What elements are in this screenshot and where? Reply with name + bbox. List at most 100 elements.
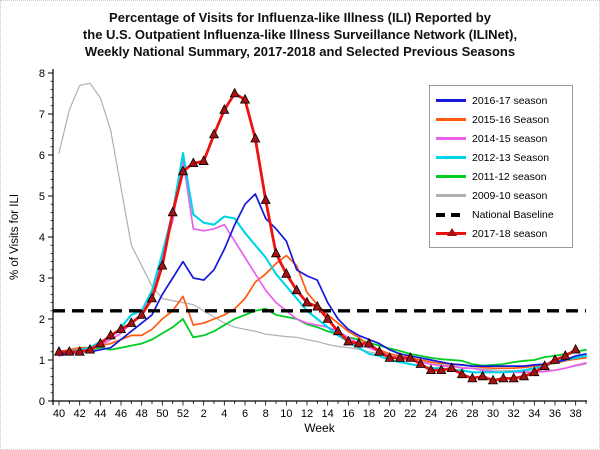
x-tick-label: 8 (263, 408, 269, 420)
triangle-marker (146, 292, 158, 303)
triangle-marker (291, 284, 302, 295)
triangle-marker (446, 362, 457, 372)
triangle-marker (405, 352, 416, 362)
triangle-marker (549, 354, 561, 364)
legend-label-2009-10: 2009-10 season (472, 189, 548, 202)
triangle-marker (529, 366, 540, 377)
legend-label-national-baseline: National Baseline (472, 208, 554, 221)
triangle-marker (332, 325, 344, 336)
triangle-marker (239, 93, 251, 104)
chart-title-line-3: Weekly National Summary, 2017-2018 and S… (84, 44, 516, 59)
triangle-marker-icon (447, 228, 457, 236)
triangle-marker (363, 337, 375, 348)
triangle-marker (477, 370, 488, 381)
triangle-marker (560, 350, 571, 360)
x-tick-label: 30 (487, 408, 499, 420)
x-tick-label: 50 (156, 408, 168, 420)
y-tick-label: 2 (39, 314, 45, 326)
triangle-marker (312, 300, 323, 311)
legend-sample-2009-10 (436, 194, 466, 197)
triangle-marker (467, 372, 478, 383)
triangle-marker (281, 268, 292, 278)
chart-title-line-1: Percentage of Visits for Influenza-like … (109, 10, 491, 25)
x-tick-label: 36 (549, 408, 561, 420)
legend-label-2017-18: 2017-18 season (472, 227, 548, 240)
triangle-marker (353, 337, 364, 348)
triangle-marker (198, 155, 209, 165)
legend-label-2011-12: 2011-12 season (472, 170, 547, 183)
legend-item-2012-13: 2012-13 Season (436, 148, 566, 167)
legend-sample-2011-12 (436, 175, 466, 178)
chart-title-line-2: the U.S. Outpatient Influenza-like Illne… (82, 27, 518, 42)
x-tick-label: 14 (322, 408, 334, 420)
triangle-marker (126, 317, 137, 327)
legend-label-2012-13: 2012-13 Season (472, 151, 550, 164)
triangle-marker (301, 296, 313, 307)
triangle-marker (487, 374, 499, 385)
y-tick-label: 5 (39, 191, 45, 203)
triangle-marker (84, 343, 96, 354)
triangle-marker (74, 345, 85, 356)
triangle-marker (105, 329, 116, 340)
legend-sample-national-baseline (436, 212, 466, 217)
triangle-marker (539, 360, 550, 370)
legend: 2016-17 season 2015-16 Season 2014-15 se… (429, 85, 573, 248)
triangle-marker (394, 352, 406, 362)
y-tick-label: 7 (39, 109, 45, 121)
triangle-marker (53, 345, 65, 356)
legend-label-2014-15: 2014-15 season (472, 132, 548, 145)
x-tick-label: 6 (242, 408, 248, 420)
triangle-marker (219, 104, 230, 114)
legend-item-2014-15: 2014-15 season (436, 129, 566, 148)
triangle-marker (518, 370, 530, 381)
x-tick-label: 16 (342, 408, 354, 420)
x-tick-label: 40 (53, 408, 65, 420)
triangle-marker (436, 364, 447, 375)
triangle-marker (188, 157, 199, 167)
triangle-marker (343, 335, 354, 346)
series-line-2016-17 (58, 193, 587, 367)
triangle-marker (229, 87, 240, 98)
x-tick-label: 24 (425, 408, 437, 420)
x-tick-label: 32 (508, 408, 520, 420)
x-tick-label: 26 (446, 408, 458, 420)
x-tick-label: 4 (221, 408, 227, 420)
legend-item-2016-17: 2016-17 season (436, 91, 566, 110)
x-tick-label: 2 (201, 408, 207, 420)
triangle-marker (374, 345, 385, 356)
triangle-marker (508, 372, 519, 383)
legend-item-2017-18: 2017-18 season (436, 224, 566, 243)
y-tick-label: 1 (39, 355, 45, 367)
x-tick-label: 12 (301, 408, 313, 420)
triangle-marker (64, 345, 75, 356)
chart-title: Percentage of Visits for Influenza-like … (1, 9, 599, 60)
triangle-marker (570, 343, 581, 354)
x-tick-label: 10 (280, 408, 292, 420)
legend-item-2015-16: 2015-16 Season (436, 110, 566, 129)
x-tick-label: 34 (528, 408, 540, 420)
x-tick-label: 44 (94, 408, 106, 420)
y-axis-title: % of Visits for ILI (9, 194, 21, 280)
triangle-marker (260, 194, 271, 204)
y-tick-label: 3 (39, 273, 45, 285)
legend-sample-2014-15 (436, 137, 466, 140)
legend-sample-2016-17 (436, 99, 466, 102)
x-tick-label: 42 (74, 408, 86, 420)
legend-sample-2017-18 (436, 228, 466, 236)
x-tick-label: 46 (115, 408, 127, 420)
legend-item-2009-10: 2009-10 season (436, 186, 566, 205)
triangle-marker (425, 364, 437, 375)
triangle-marker (250, 132, 261, 143)
y-tick-label: 6 (39, 150, 45, 162)
triangle-marker (95, 337, 106, 348)
x-tick-label: 52 (177, 408, 189, 420)
x-tick-label: 48 (136, 408, 148, 420)
triangle-marker (167, 206, 178, 217)
legend-label-2015-16: 2015-16 Season (472, 113, 550, 126)
y-tick-label: 8 (39, 68, 45, 80)
triangle-marker (136, 309, 147, 319)
triangle-marker (322, 313, 333, 323)
y-tick-label: 4 (39, 232, 45, 244)
legend-sample-2012-13 (436, 156, 466, 159)
